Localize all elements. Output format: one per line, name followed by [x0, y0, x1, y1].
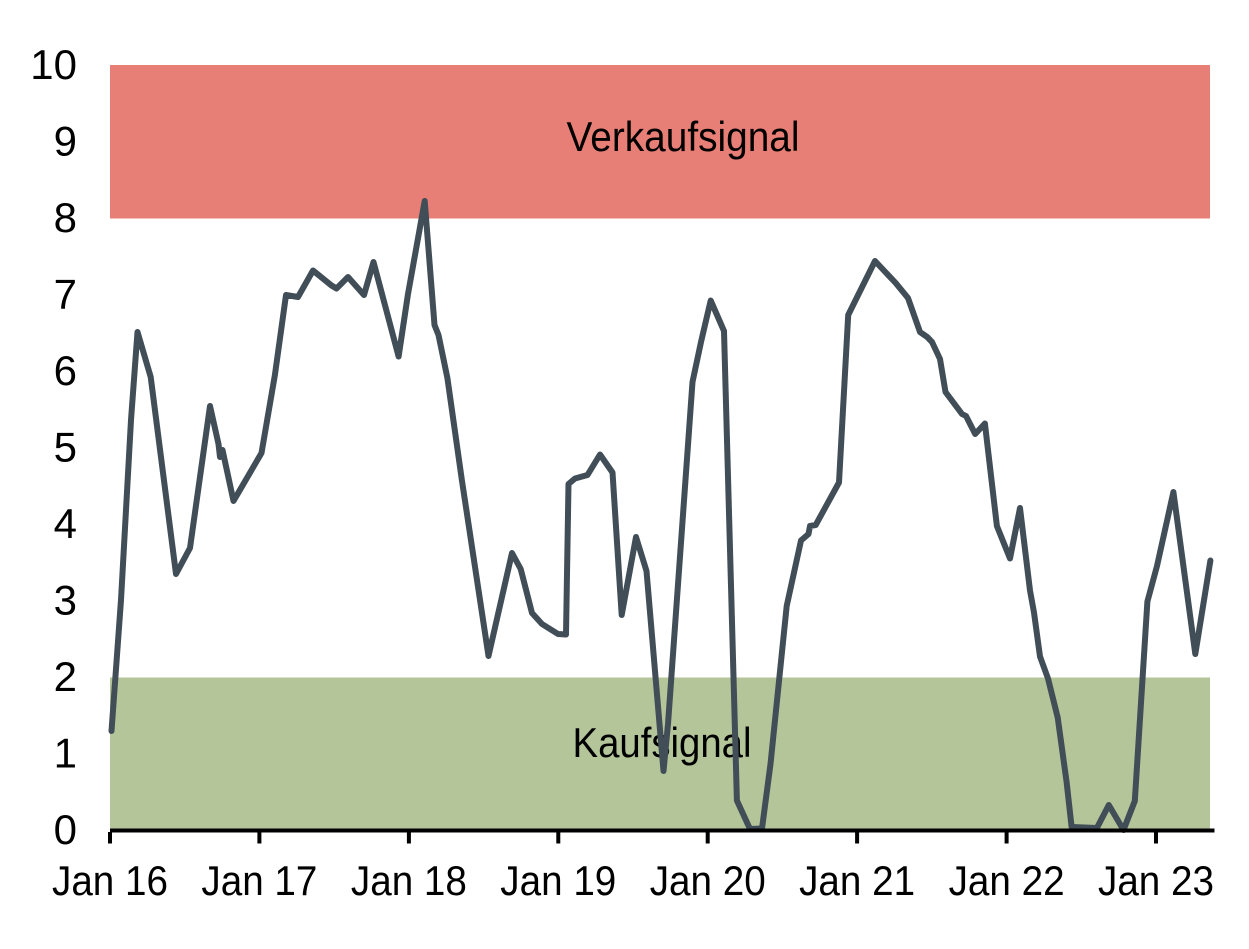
svg-text:Jan 16: Jan 16	[52, 857, 168, 904]
svg-text:7: 7	[54, 271, 77, 318]
svg-text:1: 1	[54, 730, 77, 777]
svg-text:4: 4	[54, 500, 77, 547]
svg-text:Jan 21: Jan 21	[799, 857, 915, 904]
svg-text:Jan 22: Jan 22	[949, 857, 1065, 904]
svg-text:Jan 19: Jan 19	[500, 857, 616, 904]
svg-text:Jan 23: Jan 23	[1098, 857, 1214, 904]
svg-text:5: 5	[54, 424, 77, 471]
svg-text:Verkaufsignal: Verkaufsignal	[567, 113, 800, 160]
svg-text:10: 10	[30, 41, 77, 88]
svg-text:6: 6	[54, 347, 77, 394]
svg-text:Jan 17: Jan 17	[201, 857, 317, 904]
svg-text:Jan 18: Jan 18	[351, 857, 467, 904]
svg-text:2: 2	[54, 653, 77, 700]
svg-text:9: 9	[54, 118, 77, 165]
svg-text:8: 8	[54, 194, 77, 241]
svg-text:0: 0	[54, 806, 77, 853]
svg-text:Jan 20: Jan 20	[650, 857, 766, 904]
svg-text:3: 3	[54, 577, 77, 624]
